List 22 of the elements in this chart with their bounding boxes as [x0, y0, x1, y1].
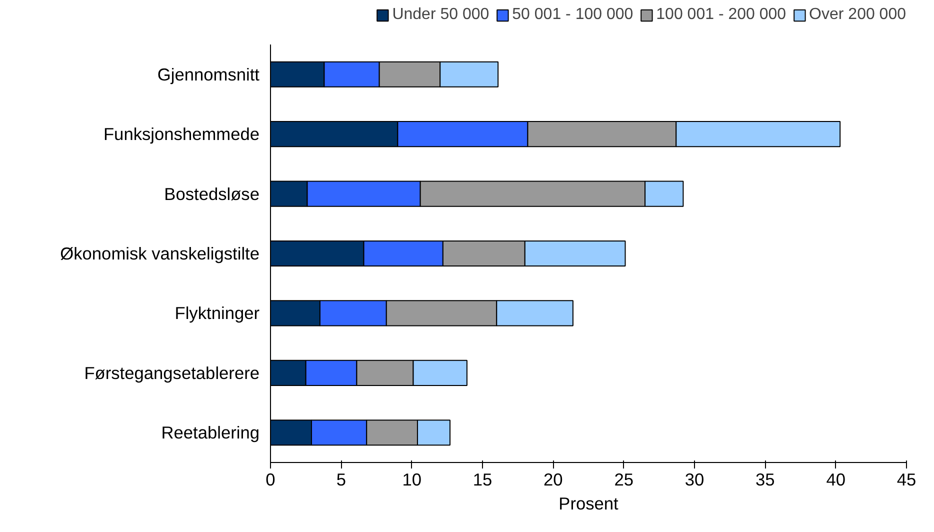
legend-label: Under 50 000	[392, 6, 490, 24]
y-tick-label: Gjennomsnitt	[157, 64, 260, 84]
y-tick-label: Funksjonshemmede	[103, 124, 260, 144]
x-axis-title: Prosent	[558, 494, 619, 514]
y-tick-label: Reetablering	[161, 422, 260, 443]
y-tick-label: Førstegangsetablerere	[84, 362, 260, 383]
y-tick-label: Flyktninger	[174, 303, 260, 324]
x-tick-label: 20	[544, 470, 563, 490]
x-tick-label: 5	[336, 470, 346, 490]
x-tick-label: 25	[614, 470, 634, 490]
x-tick-label: 0	[266, 470, 276, 490]
x-tick-label: 40	[826, 470, 846, 490]
legend-label: 50 001 - 100 000	[512, 6, 634, 24]
legend-label: 100 001 - 200 000	[656, 6, 786, 24]
y-tick-label: Økonomisk vanskeligstilte	[60, 244, 260, 264]
x-tick-label: 35	[756, 470, 775, 490]
x-tick-label: 15	[472, 470, 492, 490]
y-tick-label: Bostedsløse	[164, 184, 260, 204]
x-tick-label: 45	[896, 470, 916, 490]
x-tick-label: 30	[684, 470, 704, 490]
x-tick-label: 10	[402, 470, 422, 490]
legend-label: Over 200 000	[809, 6, 906, 24]
